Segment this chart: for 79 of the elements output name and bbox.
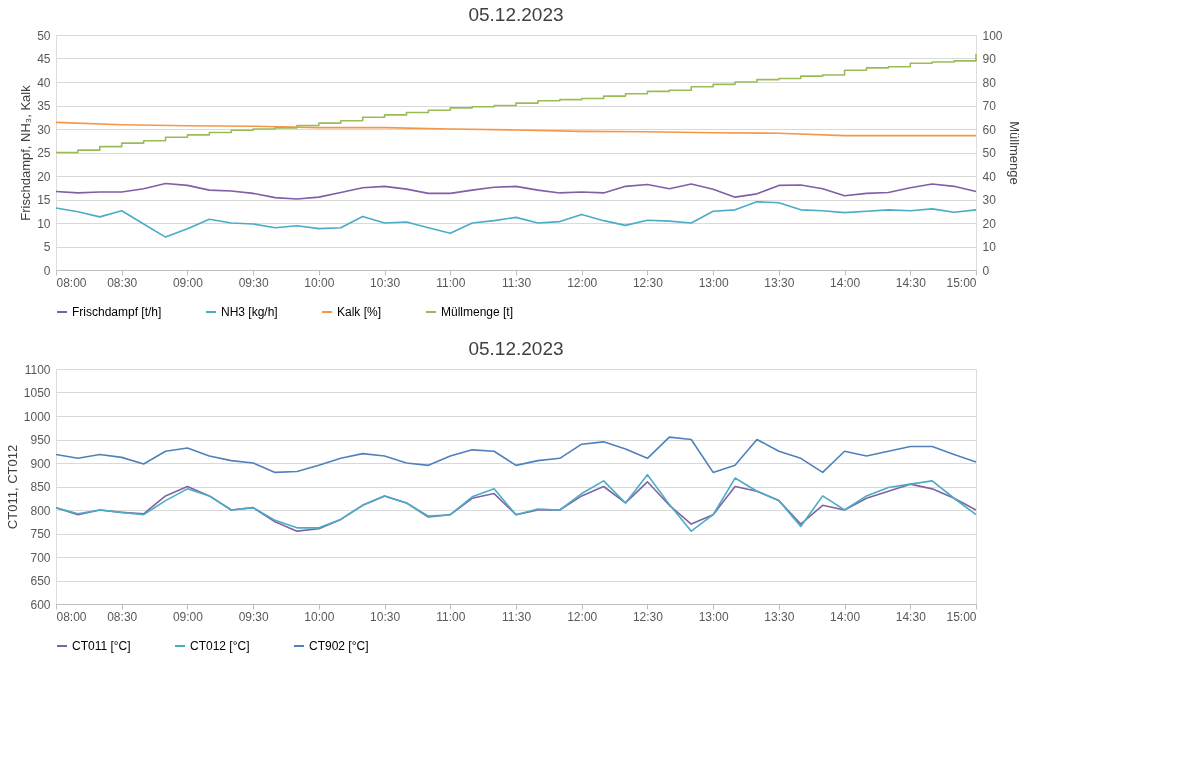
chart-title: 05.12.2023 [468, 338, 564, 359]
x-tick-label: 13:00 [698, 275, 729, 290]
y-tick-label: 900 [30, 456, 51, 471]
y2-tick-label: 90 [982, 52, 997, 66]
x-tick-label: 09:30 [238, 609, 269, 624]
y-tick-label: 1100 [24, 362, 51, 377]
y2-axis-title: Müllmenge [1006, 121, 1022, 185]
y-tick-label: 1050 [23, 386, 51, 400]
y2-tick-label: 40 [982, 169, 997, 184]
y-tick-label: 600 [30, 597, 51, 612]
legend-label: Müllmenge [t] [441, 305, 514, 319]
x-tick-label: 09:00 [172, 275, 204, 290]
y-tick-label: 50 [37, 28, 51, 43]
y2-tick-label: 20 [982, 216, 997, 231]
y-tick-label: 15 [37, 193, 51, 207]
x-tick-label: 10:00 [304, 275, 335, 290]
y-axis-title: CT011, CT012 [4, 444, 20, 530]
x-tick-label: 09:00 [172, 609, 204, 624]
legend-label: CT902 [°C] [309, 639, 369, 653]
y-tick-label: 650 [30, 574, 51, 588]
y-tick-label: 35 [37, 99, 51, 113]
x-tick-label: 14:00 [830, 275, 861, 290]
y2-tick-label: 0 [982, 263, 990, 278]
line-series [55, 201, 977, 238]
x-tick-label: 08:00 [56, 275, 87, 290]
y-tick-label: 40 [37, 75, 51, 90]
legend-label: CT012 [°C] [190, 639, 250, 653]
x-tick-label: 14:30 [895, 275, 927, 290]
x-tick-label: 08:30 [107, 609, 138, 624]
legend-label: NH3 [kg/h] [221, 305, 278, 319]
y2-tick-label: 30 [982, 193, 997, 207]
x-tick-label: 11:00 [436, 275, 466, 290]
x-tick-label: 12:30 [632, 609, 664, 624]
x-tick-label: 15:00 [946, 275, 977, 290]
y-tick-label: 5 [43, 240, 51, 254]
x-tick-label: 14:00 [830, 609, 861, 624]
y-tick-label: 950 [30, 433, 51, 447]
x-tick-label: 10:00 [304, 609, 335, 624]
x-tick-label: 10:30 [370, 275, 401, 290]
x-tick-label: 13:30 [764, 275, 795, 290]
y2-tick-label: 70 [982, 99, 997, 113]
x-tick-label: 08:30 [107, 275, 138, 290]
line-series [55, 436, 977, 474]
x-tick-label: 08:00 [56, 609, 87, 624]
y-tick-label: 20 [37, 169, 51, 184]
x-tick-label: 10:30 [370, 609, 401, 624]
x-tick-label: 12:00 [567, 609, 598, 624]
x-tick-label: 13:00 [698, 609, 729, 624]
x-tick-label: 15:00 [946, 609, 977, 624]
x-tick-label: 13:30 [764, 609, 795, 624]
y2-tick-label: 100 [982, 28, 1003, 43]
y-tick-label: 800 [30, 503, 51, 518]
legend-label: Kalk [%] [337, 305, 382, 319]
y-tick-label: 10 [37, 216, 51, 231]
y-tick-label: 25 [37, 146, 51, 160]
line-series [55, 121, 977, 137]
y-tick-label: 0 [43, 263, 51, 278]
y-tick-label: 30 [37, 122, 51, 137]
y2-tick-label: 80 [982, 75, 997, 90]
chart-title: 05.12.2023 [468, 4, 564, 25]
x-tick-label: 11:30 [501, 609, 532, 624]
x-tick-label: 12:00 [567, 275, 598, 290]
y2-tick-label: 10 [982, 240, 997, 254]
y-tick-label: 1000 [23, 409, 51, 424]
y-tick-label: 700 [30, 550, 51, 565]
x-tick-label: 14:30 [895, 609, 927, 624]
legend-label: CT011 [°C] [72, 639, 131, 653]
y-tick-label: 850 [30, 480, 51, 494]
x-tick-label: 12:30 [632, 275, 664, 290]
y-tick-label: 750 [30, 527, 51, 541]
x-tick-label: 11:00 [436, 609, 466, 624]
legend-label: Frischdampf [t/h] [72, 305, 162, 319]
x-tick-label: 11:30 [501, 275, 532, 290]
y-tick-label: 45 [37, 52, 51, 66]
x-tick-label: 09:30 [238, 275, 269, 290]
y-axis-title: Frischdampf, NH₃, Kalk [18, 84, 34, 221]
y2-tick-label: 60 [982, 122, 997, 137]
line-series [55, 182, 977, 200]
y2-tick-label: 50 [982, 146, 997, 160]
